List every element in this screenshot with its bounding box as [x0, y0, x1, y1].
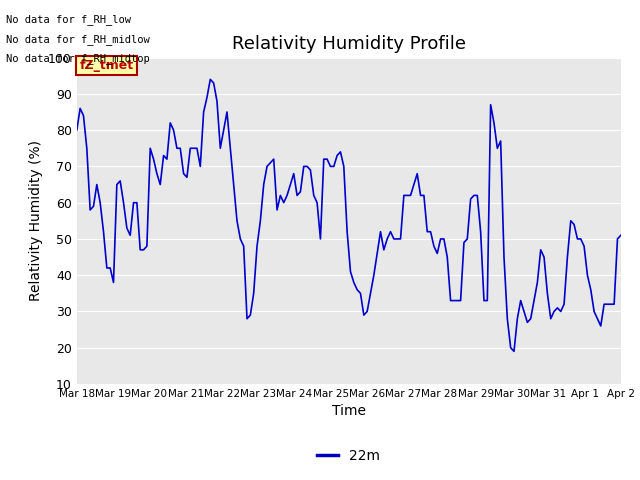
Text: No data for f_RH_low: No data for f_RH_low — [6, 14, 131, 25]
Text: fZ_tmet: fZ_tmet — [79, 59, 134, 72]
Text: No data for f_RH_midlow: No data for f_RH_midlow — [6, 34, 150, 45]
Title: Relativity Humidity Profile: Relativity Humidity Profile — [232, 35, 466, 53]
Text: No data for f_RH_midtop: No data for f_RH_midtop — [6, 53, 150, 64]
Y-axis label: Relativity Humidity (%): Relativity Humidity (%) — [29, 140, 42, 301]
X-axis label: Time: Time — [332, 405, 366, 419]
Legend: 22m: 22m — [312, 444, 386, 468]
